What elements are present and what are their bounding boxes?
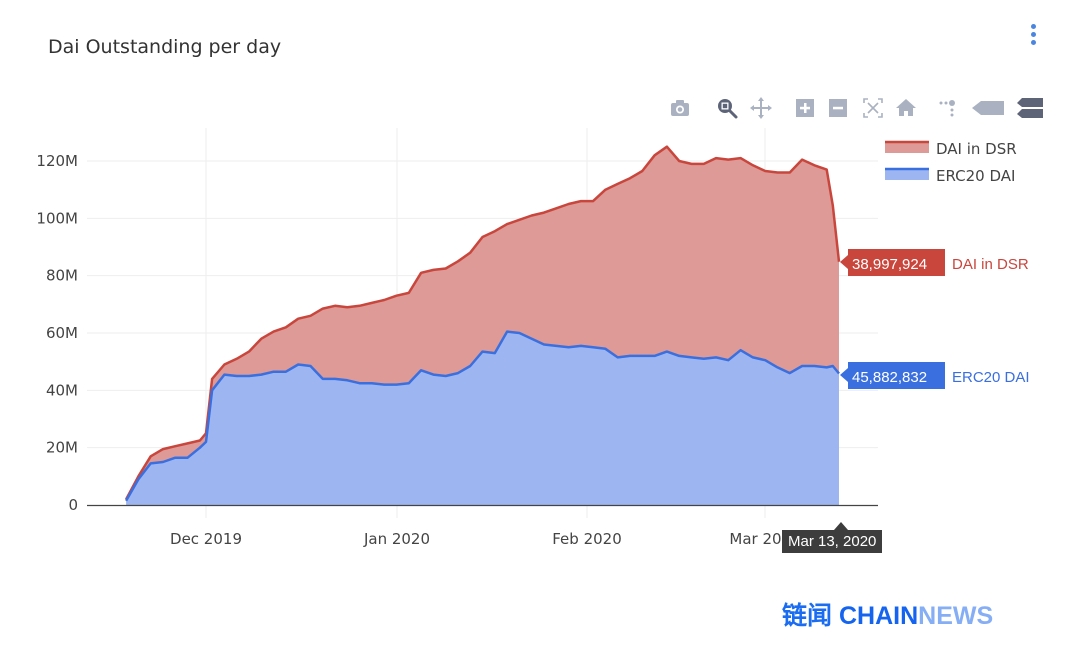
hover-x-label: Mar 13, 2020: [782, 522, 883, 553]
hover-compare-icon[interactable]: [1016, 96, 1044, 122]
erc20-area: [126, 331, 840, 505]
svg-text:40M: 40M: [46, 381, 78, 399]
autoscale-icon[interactable]: [861, 96, 885, 122]
legend: DAI in DSR ERC20 DAI: [885, 140, 1017, 185]
spike-lines-icon[interactable]: [936, 96, 960, 122]
svg-text:Dec 2019: Dec 2019: [170, 530, 242, 548]
watermark-news: NEWS: [918, 602, 994, 630]
svg-text:60M: 60M: [46, 324, 78, 342]
download-plot-icon[interactable]: [668, 96, 692, 122]
legend-item-erc20[interactable]: ERC20 DAI: [885, 167, 1015, 185]
svg-text:Jan 2020: Jan 2020: [363, 530, 430, 548]
x-axis: Dec 2019 Jan 2020 Feb 2020 Mar 2020: [170, 530, 801, 548]
pan-icon[interactable]: [749, 96, 773, 122]
legend-item-dsr[interactable]: DAI in DSR: [885, 140, 1017, 158]
zoom-in-icon[interactable]: [793, 96, 817, 122]
svg-text:0: 0: [68, 496, 78, 514]
hover-name-dsr: DAI in DSR: [952, 256, 1029, 273]
hover-label-dsr: 38,997,924 DAI in DSR: [840, 249, 1029, 276]
reset-axes-icon[interactable]: [894, 96, 918, 122]
svg-text:100M: 100M: [36, 209, 78, 227]
watermark-cn: 链闻: [782, 602, 833, 630]
hover-name-erc20: ERC20 DAI: [952, 369, 1030, 386]
dsr-line: [124, 145, 841, 500]
y-axis: 0 20M 40M 60M 80M 100M 120M: [36, 152, 78, 514]
svg-text:80M: 80M: [46, 267, 78, 285]
chart-title: Dai Outstanding per day: [48, 36, 282, 58]
svg-text:20M: 20M: [46, 439, 78, 457]
erc20-line: [125, 330, 840, 502]
dsr-area: [126, 146, 840, 501]
hover-value-dsr: 38,997,924: [852, 256, 927, 273]
zoom-out-icon[interactable]: [826, 96, 850, 122]
legend-label-erc20: ERC20 DAI: [936, 167, 1015, 185]
svg-text:120M: 120M: [36, 152, 78, 170]
hover-value-erc20: 45,882,832: [852, 369, 927, 386]
watermark-chain: CHAIN: [838, 602, 919, 630]
svg-text:Feb 2020: Feb 2020: [552, 530, 622, 548]
hover-label-erc20: 45,882,832 ERC20 DAI: [840, 362, 1030, 389]
chainnews-watermark: 链闻 CHAINNEWS: [782, 596, 993, 632]
kebab-menu-icon[interactable]: [1026, 24, 1040, 50]
legend-label-dsr: DAI in DSR: [936, 140, 1017, 158]
hover-closest-icon[interactable]: [970, 96, 1006, 122]
zoom-icon[interactable]: [715, 96, 739, 122]
